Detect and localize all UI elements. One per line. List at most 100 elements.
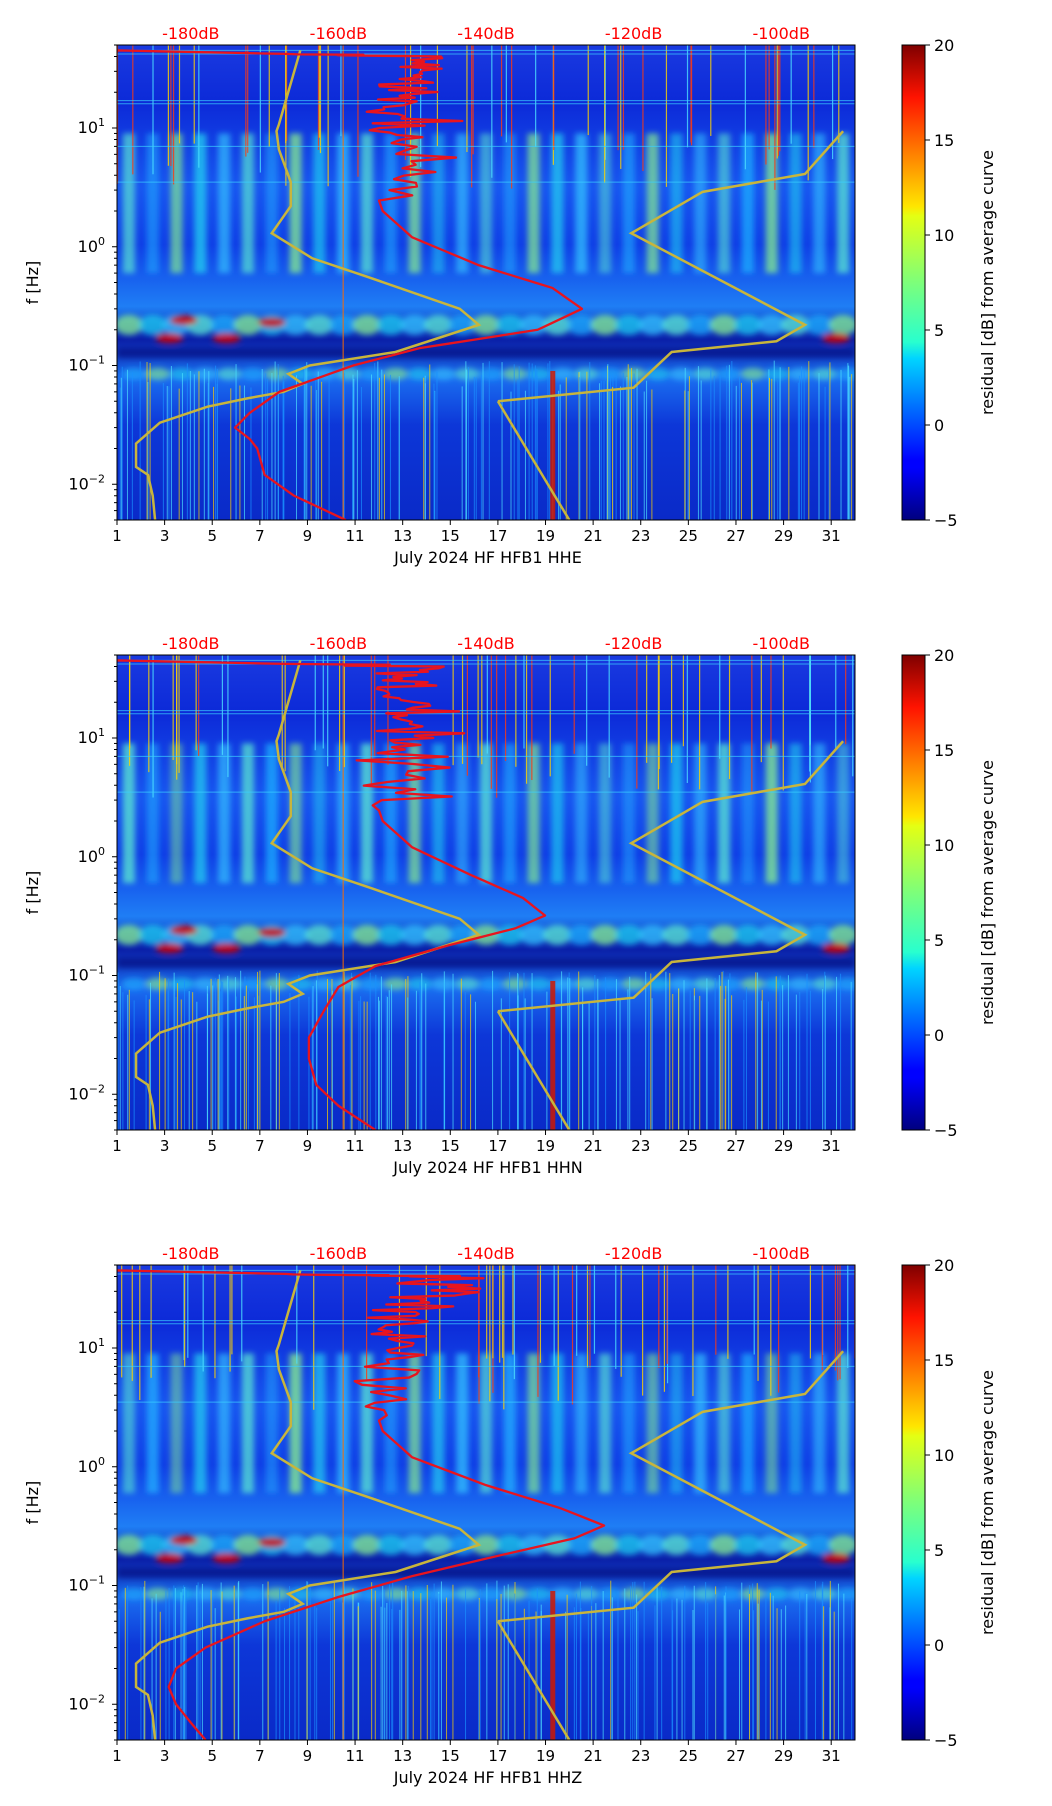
x-tick-label: 19	[536, 1137, 555, 1155]
x-tick-label: 15	[441, 527, 460, 545]
y-tick-label: 10−2	[68, 1082, 105, 1103]
y-tick-label: 10−2	[68, 1692, 105, 1713]
x-axis-label: July 2024 HF HFB1 HHN	[392, 1158, 583, 1177]
x-tick-label: 9	[303, 1747, 313, 1765]
x-tick-label: 31	[822, 527, 841, 545]
psd-curve	[117, 659, 547, 1130]
colorbar-tick-label: 20	[934, 646, 954, 665]
colorbar-tick-label: −5	[934, 1731, 958, 1750]
x-tick-label: 7	[255, 527, 265, 545]
colorbar-label: residual [dB] from average curve	[978, 1370, 997, 1635]
colorbar-tick-label: 20	[934, 36, 954, 55]
spectrogram-background	[117, 1265, 855, 1740]
x-tick-label: 25	[679, 527, 698, 545]
colorbar-gradient	[901, 1264, 926, 1741]
x-axis-label: July 2024 HF HFB1 HHE	[393, 548, 582, 567]
spectrogram-streaks	[117, 45, 855, 520]
y-tick-label: 101	[78, 116, 105, 137]
x-tick-label: 29	[774, 1747, 793, 1765]
x-tick-label: 15	[441, 1137, 460, 1155]
x-tick-label: 3	[160, 527, 170, 545]
spectrogram-background	[117, 45, 855, 520]
x-tick-label: 9	[303, 527, 313, 545]
spectrogram-bands	[117, 133, 855, 380]
y-tick-label: 100	[78, 1455, 105, 1476]
colorbar-tick-label: 5	[934, 931, 944, 950]
top-db-label: -120dB	[605, 1244, 662, 1263]
x-tick-label: 3	[160, 1137, 170, 1155]
x-tick-label: 1	[112, 1747, 122, 1765]
y-axis-label: f [Hz]	[23, 261, 42, 305]
colorbar-tick-label: 0	[934, 1636, 944, 1655]
colorbar-tick-label: 20	[934, 1256, 954, 1275]
x-tick-label: 19	[536, 1747, 555, 1765]
top-db-label: -100dB	[752, 634, 809, 653]
x-tick-label: 5	[207, 527, 217, 545]
colorbar-gradient	[901, 44, 926, 521]
x-tick-label: 29	[774, 527, 793, 545]
spectrogram-streaks	[117, 655, 855, 1130]
x-tick-label: 21	[584, 1137, 603, 1155]
x-axis-label: July 2024 HF HFB1 HHZ	[393, 1768, 583, 1787]
spectrogram-streaks	[117, 1265, 855, 1740]
x-tick-label: 31	[822, 1137, 841, 1155]
x-tick-label: 3	[160, 1747, 170, 1765]
x-tick-label: 11	[346, 527, 365, 545]
x-tick-label: 17	[488, 1137, 507, 1155]
x-tick-label: 7	[255, 1747, 265, 1765]
x-tick-label: 27	[726, 1747, 745, 1765]
spectrogram	[117, 655, 855, 1130]
x-tick-label: 9	[303, 1137, 313, 1155]
x-tick-label: 21	[584, 527, 603, 545]
x-tick-label: 25	[679, 1747, 698, 1765]
x-tick-label: 11	[346, 1747, 365, 1765]
x-tick-label: 21	[584, 1747, 603, 1765]
psd-curve	[117, 1269, 606, 1740]
x-tick-label: 11	[346, 1137, 365, 1155]
y-axis-label: f [Hz]	[23, 871, 42, 915]
top-db-label: -180dB	[162, 24, 219, 43]
reference-curve-left	[134, 660, 482, 1130]
colorbar: −5 0 5 10 15 20 residual [dB] from average cur…	[901, 36, 997, 530]
y-tick-label: 10−1	[68, 354, 105, 375]
top-db-label: -120dB	[605, 24, 662, 43]
reference-curve-diagonal	[496, 400, 571, 520]
x-tick-label: 7	[255, 1137, 265, 1155]
colorbar-tick-label: 15	[934, 131, 954, 150]
x-tick-label: 5	[207, 1747, 217, 1765]
colorbar-tick-label: 15	[934, 741, 954, 760]
top-db-label: -100dB	[752, 24, 809, 43]
colorbar-tick-label: 10	[934, 1446, 954, 1465]
reference-curve-diagonal	[496, 1010, 571, 1130]
colorbar-tick-label: 0	[934, 416, 944, 435]
x-tick-label: 23	[631, 1747, 650, 1765]
colorbar-tick-label: 10	[934, 836, 954, 855]
reference-curve-left	[134, 1270, 482, 1740]
top-db-label: -180dB	[162, 634, 219, 653]
colorbar-tick-label: 0	[934, 1026, 944, 1045]
spectrogram	[117, 45, 855, 520]
x-tick-label: 1	[112, 527, 122, 545]
x-tick-label: 19	[536, 527, 555, 545]
x-tick-label: 13	[393, 1747, 412, 1765]
x-tick-label: 15	[441, 1747, 460, 1765]
y-tick-label: 100	[78, 845, 105, 866]
x-tick-label: 23	[631, 1137, 650, 1155]
y-tick-label: 101	[78, 726, 105, 747]
top-db-label: -120dB	[605, 634, 662, 653]
colorbar-gradient	[901, 654, 926, 1131]
y-tick-label: 10−1	[68, 964, 105, 985]
top-db-label: -160dB	[310, 24, 367, 43]
reference-curve-right	[497, 130, 845, 403]
y-tick-label: 10−1	[68, 1574, 105, 1595]
x-tick-label: 27	[726, 527, 745, 545]
x-tick-label: 29	[774, 1137, 793, 1155]
colorbar-tick-label: −5	[934, 511, 958, 530]
y-tick-label: 10−2	[68, 472, 105, 493]
colorbar-label: residual [dB] from average curve	[978, 150, 997, 415]
spectrogram-bands	[117, 743, 855, 990]
x-tick-label: 17	[488, 1747, 507, 1765]
